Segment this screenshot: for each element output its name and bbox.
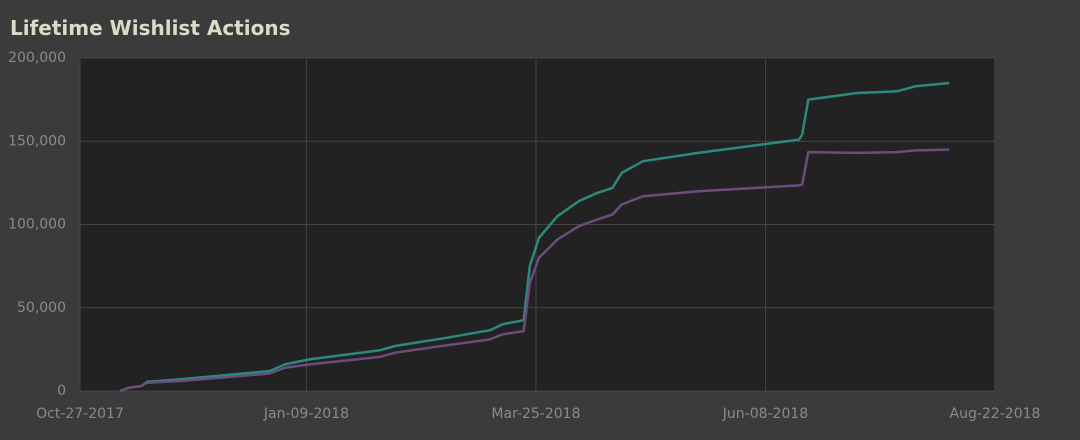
y-tick-label: 50,000 <box>17 300 66 316</box>
y-tick-label: 100,000 <box>8 217 66 233</box>
x-tick-label: Oct-27-2017 <box>36 406 124 422</box>
chart-title: Lifetime Wishlist Actions <box>10 16 290 40</box>
y-tick-label: 150,000 <box>8 133 66 149</box>
series-line <box>119 148 950 393</box>
x-tick-label: Mar-25-2018 <box>491 406 580 422</box>
x-tick-label: Jun-08-2018 <box>722 406 808 422</box>
y-tick-label: 0 <box>57 383 66 399</box>
x-tick-label: Aug-22-2018 <box>950 406 1041 422</box>
series-line <box>119 81 950 393</box>
y-tick-label: 200,000 <box>8 50 66 66</box>
x-tick-label: Jan-09-2018 <box>263 406 349 422</box>
